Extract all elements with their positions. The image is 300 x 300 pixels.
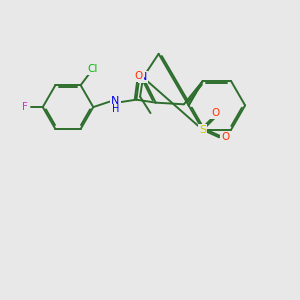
Text: Cl: Cl xyxy=(87,64,98,74)
Text: O: O xyxy=(211,108,219,118)
Text: S: S xyxy=(199,125,206,135)
Text: N: N xyxy=(139,72,147,82)
Text: O: O xyxy=(135,71,143,81)
Text: N: N xyxy=(111,96,120,106)
Text: F: F xyxy=(22,102,28,112)
Text: H: H xyxy=(112,104,119,114)
Text: O: O xyxy=(221,132,229,142)
